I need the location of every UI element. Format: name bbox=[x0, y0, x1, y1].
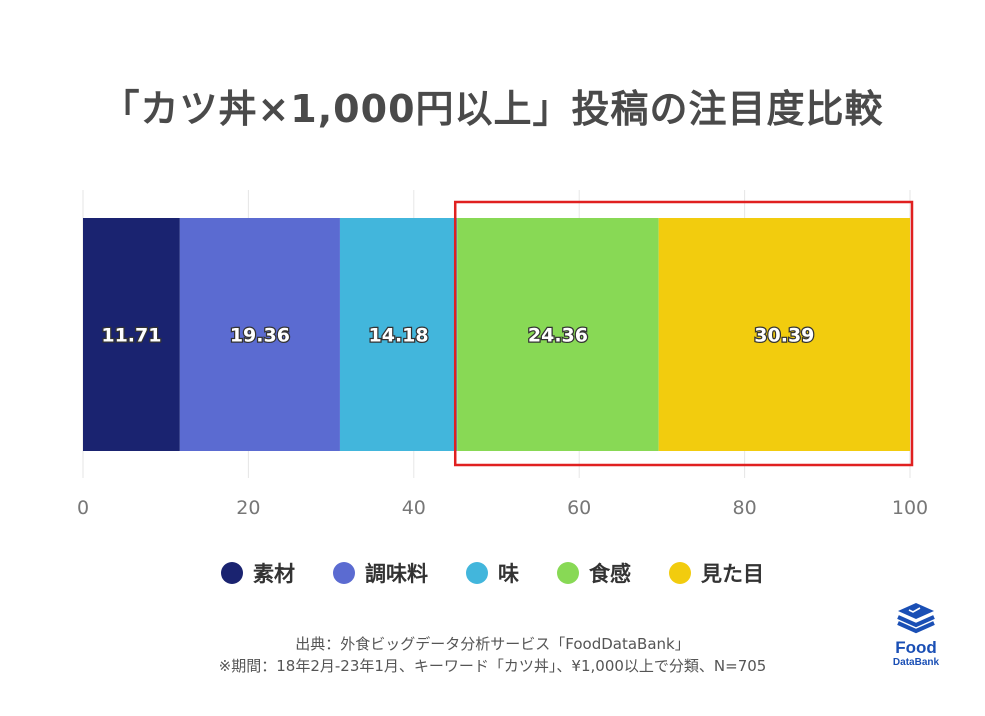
x-tick-label: 80 bbox=[733, 497, 757, 519]
bar-segment bbox=[658, 218, 910, 451]
x-tick-label: 100 bbox=[892, 497, 928, 519]
legend-item: 食感 bbox=[557, 558, 631, 588]
source-line-1: 出典：外食ビッグデータ分析サービス「FoodDataBank」 bbox=[295, 635, 690, 653]
bar-segment bbox=[83, 218, 180, 451]
x-tick-label: 0 bbox=[77, 497, 89, 519]
database-stack-icon bbox=[897, 603, 935, 634]
legend: 素材 調味料 味 食感 見た目 bbox=[0, 558, 985, 588]
logo-text-food: Food bbox=[895, 638, 937, 657]
fooddatabank-logo: Food DataBank bbox=[888, 601, 944, 669]
legend-swatch bbox=[333, 562, 355, 584]
bar-value-label: 14.18 bbox=[369, 325, 429, 347]
highlight-box bbox=[453, 200, 914, 467]
bar-value-label: 11.71 bbox=[101, 325, 161, 347]
stacked-bar-chart: 11.71 19.36 14.18 24.36 30.39 0 20 40 60 80 100 bbox=[77, 190, 928, 519]
legend-swatch bbox=[466, 562, 488, 584]
bar-value-label: 24.36 bbox=[528, 325, 588, 347]
legend-label: 味 bbox=[498, 562, 519, 586]
bar-segments bbox=[83, 218, 910, 451]
x-axis-ticks: 0 20 40 60 80 100 bbox=[77, 497, 928, 519]
x-tick-label: 20 bbox=[236, 497, 260, 519]
x-tick-label: 40 bbox=[402, 497, 426, 519]
legend-item: 味 bbox=[466, 558, 519, 588]
x-tick-label: 60 bbox=[567, 497, 591, 519]
legend-swatch bbox=[557, 562, 579, 584]
bar-segment bbox=[457, 218, 659, 451]
legend-label: 調味料 bbox=[365, 562, 428, 586]
legend-item: 調味料 bbox=[333, 558, 428, 588]
legend-label: 食感 bbox=[589, 562, 631, 586]
legend-swatch bbox=[669, 562, 691, 584]
bar-segment bbox=[179, 218, 340, 451]
logo-text-databank: DataBank bbox=[892, 657, 940, 668]
source-note: 出典：外食ビッグデータ分析サービス「FoodDataBank」 ※期間：18年2… bbox=[0, 633, 985, 677]
legend-swatch bbox=[221, 562, 243, 584]
source-line-2: ※期間：18年2月-23年1月、キーワード「カツ丼」、¥1,000以上で分類、N… bbox=[218, 657, 767, 675]
chart-title: 「カツ丼×1,000円以上」投稿の注目度比較 bbox=[101, 87, 884, 131]
legend-label: 素材 bbox=[253, 562, 295, 586]
legend-label: 見た目 bbox=[701, 562, 764, 586]
bar-segment bbox=[339, 218, 458, 451]
bar-value-label: 19.36 bbox=[230, 325, 290, 347]
legend-item: 見た目 bbox=[669, 558, 764, 588]
legend-item: 素材 bbox=[221, 558, 295, 588]
bar-value-label: 30.39 bbox=[754, 325, 814, 347]
bar-value-labels: 11.71 19.36 14.18 24.36 30.39 bbox=[100, 323, 816, 348]
